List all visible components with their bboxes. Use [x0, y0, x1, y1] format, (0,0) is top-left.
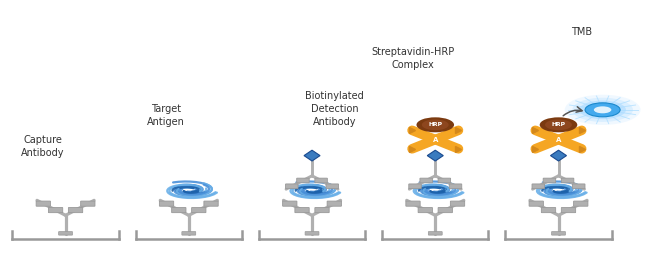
- Circle shape: [572, 98, 633, 122]
- FancyBboxPatch shape: [406, 201, 420, 206]
- FancyBboxPatch shape: [182, 232, 196, 235]
- FancyBboxPatch shape: [552, 232, 566, 235]
- FancyBboxPatch shape: [295, 207, 309, 213]
- FancyBboxPatch shape: [315, 207, 329, 213]
- FancyBboxPatch shape: [438, 207, 452, 213]
- FancyBboxPatch shape: [58, 232, 73, 235]
- FancyBboxPatch shape: [450, 201, 465, 206]
- FancyBboxPatch shape: [48, 207, 62, 213]
- FancyBboxPatch shape: [305, 232, 319, 235]
- Text: TMB: TMB: [571, 27, 592, 37]
- Text: HRP: HRP: [428, 122, 443, 127]
- Circle shape: [565, 95, 640, 125]
- FancyBboxPatch shape: [438, 178, 450, 183]
- FancyBboxPatch shape: [562, 178, 574, 183]
- Polygon shape: [304, 150, 320, 161]
- FancyBboxPatch shape: [532, 184, 545, 188]
- FancyBboxPatch shape: [327, 201, 341, 206]
- FancyBboxPatch shape: [315, 178, 328, 183]
- FancyBboxPatch shape: [541, 207, 556, 213]
- FancyBboxPatch shape: [418, 207, 432, 213]
- Text: Target
Antigen: Target Antigen: [147, 104, 185, 127]
- FancyBboxPatch shape: [420, 178, 432, 183]
- Text: A: A: [433, 136, 438, 142]
- FancyBboxPatch shape: [159, 201, 174, 206]
- FancyBboxPatch shape: [172, 207, 186, 213]
- FancyBboxPatch shape: [285, 184, 298, 188]
- FancyBboxPatch shape: [409, 184, 421, 188]
- Text: HRP: HRP: [551, 122, 566, 127]
- Text: A: A: [556, 136, 561, 142]
- FancyBboxPatch shape: [573, 184, 585, 188]
- FancyBboxPatch shape: [573, 201, 588, 206]
- FancyBboxPatch shape: [562, 207, 576, 213]
- FancyBboxPatch shape: [529, 201, 543, 206]
- Polygon shape: [551, 150, 567, 161]
- Text: Biotinylated
Detection
Antibody: Biotinylated Detection Antibody: [306, 91, 364, 127]
- FancyBboxPatch shape: [68, 207, 83, 213]
- Text: Streptavidin-HRP
Complex: Streptavidin-HRP Complex: [371, 47, 454, 70]
- FancyBboxPatch shape: [449, 184, 462, 188]
- Circle shape: [579, 101, 626, 119]
- Polygon shape: [427, 150, 443, 161]
- Circle shape: [417, 117, 454, 132]
- Circle shape: [545, 119, 572, 130]
- FancyBboxPatch shape: [81, 201, 95, 206]
- Circle shape: [594, 106, 612, 113]
- FancyBboxPatch shape: [296, 178, 309, 183]
- FancyBboxPatch shape: [204, 201, 218, 206]
- FancyBboxPatch shape: [283, 201, 297, 206]
- Circle shape: [422, 119, 448, 130]
- Text: Capture
Antibody: Capture Antibody: [21, 135, 64, 158]
- FancyBboxPatch shape: [36, 201, 51, 206]
- FancyBboxPatch shape: [326, 184, 339, 188]
- FancyBboxPatch shape: [192, 207, 206, 213]
- Circle shape: [540, 117, 577, 132]
- Circle shape: [585, 103, 620, 117]
- FancyBboxPatch shape: [543, 178, 556, 183]
- FancyBboxPatch shape: [428, 232, 442, 235]
